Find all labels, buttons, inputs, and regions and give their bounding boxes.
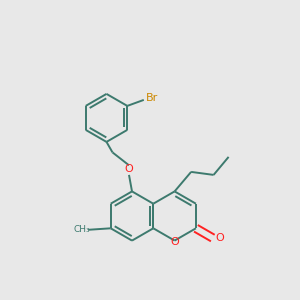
Text: CH₃: CH₃ bbox=[73, 225, 90, 234]
Text: Br: Br bbox=[146, 93, 158, 103]
Text: O: O bbox=[171, 237, 180, 247]
Text: O: O bbox=[124, 164, 134, 174]
Text: O: O bbox=[215, 233, 224, 243]
